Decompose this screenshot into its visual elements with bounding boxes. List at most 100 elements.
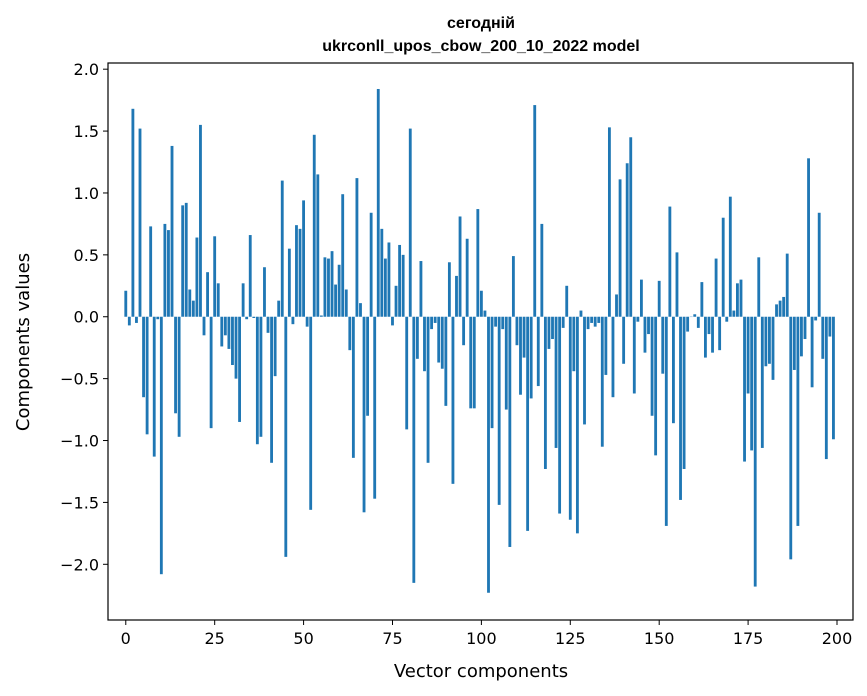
bar-65 bbox=[355, 178, 359, 317]
bar-68 bbox=[366, 316, 370, 416]
bar-57 bbox=[327, 258, 330, 317]
bar-170 bbox=[728, 196, 732, 317]
x-tick-label: 175 bbox=[733, 629, 764, 648]
bar-89 bbox=[440, 316, 444, 369]
y-tick-label: 2.0 bbox=[74, 60, 99, 79]
bar-52 bbox=[309, 316, 313, 510]
bar-66 bbox=[359, 303, 362, 317]
y-tick-label: −1.0 bbox=[60, 432, 99, 451]
bar-101 bbox=[483, 310, 487, 317]
bar-181 bbox=[768, 316, 771, 364]
bar-108 bbox=[508, 316, 512, 547]
bar-14 bbox=[174, 316, 177, 414]
bar-41 bbox=[270, 316, 273, 463]
bar-137 bbox=[611, 316, 615, 398]
bar-75 bbox=[391, 316, 394, 326]
bar-123 bbox=[561, 316, 565, 328]
bar-151 bbox=[661, 316, 665, 374]
bar-115 bbox=[533, 105, 537, 317]
bar-67 bbox=[362, 316, 366, 513]
bar-33 bbox=[241, 283, 245, 317]
bar-135 bbox=[604, 316, 608, 375]
bar-94 bbox=[458, 216, 462, 317]
bars-group bbox=[124, 88, 835, 593]
x-tick-label: 0 bbox=[121, 629, 131, 648]
bar-138 bbox=[615, 294, 618, 317]
bar-116 bbox=[536, 316, 540, 387]
bar-100 bbox=[479, 290, 483, 317]
bar-24 bbox=[209, 316, 213, 429]
bar-182 bbox=[771, 316, 775, 380]
bar-97 bbox=[469, 316, 473, 409]
bar-50 bbox=[302, 200, 305, 317]
bar-60 bbox=[337, 264, 341, 317]
bar-194 bbox=[814, 316, 818, 321]
bar-95 bbox=[462, 316, 466, 346]
y-tick-label: 1.0 bbox=[74, 184, 99, 203]
bar-176 bbox=[750, 316, 754, 451]
bar-31 bbox=[234, 316, 238, 379]
bar-88 bbox=[437, 316, 441, 363]
x-tick-label: 50 bbox=[293, 629, 313, 648]
bar-82 bbox=[415, 316, 419, 359]
bar-76 bbox=[394, 285, 398, 317]
bar-112 bbox=[522, 316, 526, 358]
bar-2 bbox=[131, 108, 135, 317]
bar-92 bbox=[451, 316, 455, 484]
bar-150 bbox=[657, 280, 661, 317]
y-axis-label: Components values bbox=[13, 253, 34, 431]
bar-133 bbox=[597, 316, 601, 323]
bar-48 bbox=[295, 225, 298, 317]
bar-161 bbox=[696, 316, 700, 328]
bar-163 bbox=[704, 316, 707, 358]
bar-156 bbox=[679, 316, 682, 500]
bar-129 bbox=[583, 316, 586, 425]
bar-43 bbox=[277, 300, 281, 317]
bar-81 bbox=[412, 316, 416, 583]
bar-185 bbox=[782, 296, 786, 317]
bar-139 bbox=[618, 179, 622, 317]
bar-109 bbox=[511, 256, 515, 317]
bar-69 bbox=[369, 212, 373, 317]
bar-35 bbox=[248, 235, 252, 317]
bar-17 bbox=[184, 202, 188, 317]
bar-99 bbox=[476, 209, 480, 317]
bar-193 bbox=[810, 316, 814, 388]
bar-198 bbox=[828, 316, 832, 337]
bar-72 bbox=[380, 228, 384, 317]
bar-54 bbox=[316, 174, 320, 317]
bar-37 bbox=[255, 316, 259, 445]
bar-86 bbox=[430, 316, 434, 330]
bar-174 bbox=[743, 316, 746, 462]
bar-196 bbox=[821, 316, 825, 359]
y-tick-label: −2.0 bbox=[60, 555, 99, 574]
bar-21 bbox=[199, 124, 202, 317]
bar-114 bbox=[529, 316, 533, 399]
bar-146 bbox=[643, 316, 647, 353]
bar-62 bbox=[344, 289, 348, 317]
y-tick-label: 0.0 bbox=[74, 308, 99, 327]
bar-74 bbox=[387, 242, 391, 317]
bar-105 bbox=[497, 316, 501, 505]
x-tick-label: 125 bbox=[555, 629, 586, 648]
bar-9 bbox=[156, 316, 160, 320]
bar-168 bbox=[721, 217, 725, 317]
bar-16 bbox=[181, 205, 185, 317]
bar-167 bbox=[718, 316, 722, 351]
bar-25 bbox=[213, 236, 217, 317]
bar-120 bbox=[551, 316, 554, 340]
y-tick-label: −1.5 bbox=[60, 493, 99, 512]
bar-166 bbox=[714, 258, 718, 317]
bar-83 bbox=[419, 261, 423, 317]
bar-42 bbox=[273, 316, 277, 377]
plot-area-frame bbox=[107, 62, 854, 621]
bar-178 bbox=[757, 257, 761, 317]
bar-111 bbox=[519, 316, 522, 395]
bar-56 bbox=[323, 257, 327, 317]
bar-8 bbox=[152, 316, 156, 457]
chart-title-line1: сегодній bbox=[447, 15, 515, 32]
bar-189 bbox=[796, 316, 800, 526]
bar-4 bbox=[138, 128, 142, 317]
